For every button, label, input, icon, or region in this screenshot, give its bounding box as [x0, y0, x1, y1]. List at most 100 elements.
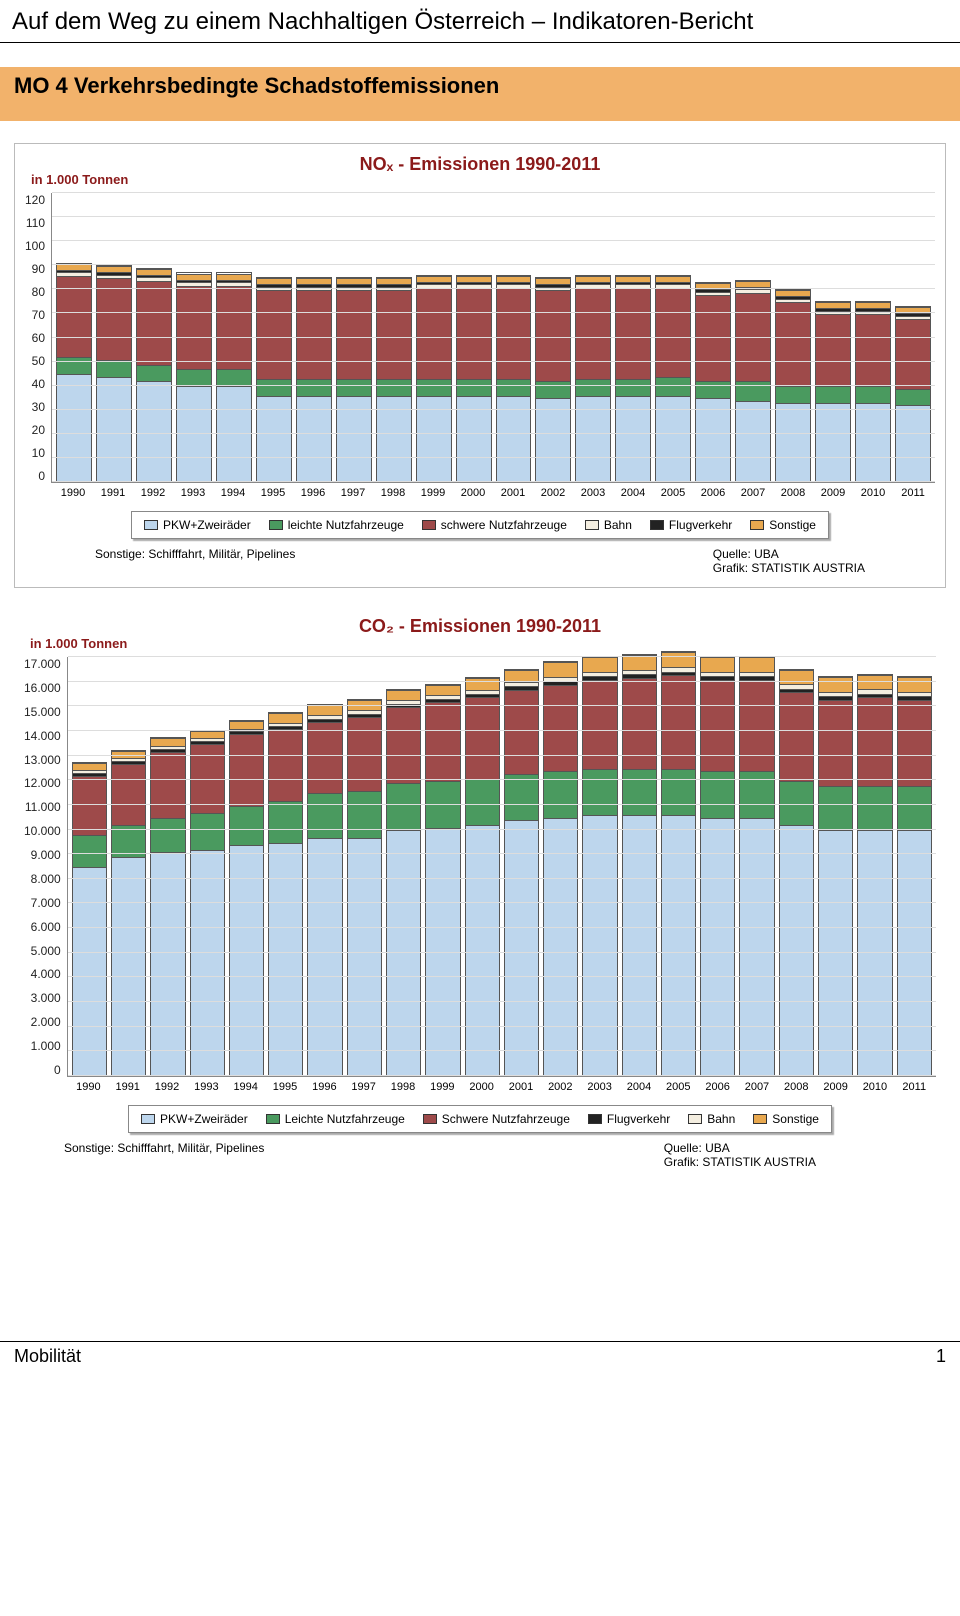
bar [496, 275, 532, 482]
segment-schwere [73, 776, 106, 835]
segment-schwere [257, 290, 291, 379]
bar [735, 280, 771, 482]
y-tick: 13.000 [24, 753, 61, 767]
y-tick: 14.000 [24, 729, 61, 743]
segment-sonstige [426, 685, 459, 695]
segment-leichte [217, 369, 251, 386]
segment-sonstige [740, 657, 773, 672]
legend-swatch [422, 520, 436, 530]
segment-leichte [616, 379, 650, 396]
nox-source-1: Quelle: UBA [713, 547, 865, 561]
bar [268, 712, 303, 1076]
segment-schwere [230, 734, 263, 805]
bar [336, 277, 372, 482]
segment-schwere [858, 697, 891, 786]
segment-schwere [387, 707, 420, 783]
segment-pkw [701, 818, 734, 1076]
segment-sonstige [73, 763, 106, 770]
x-tick: 2011 [897, 1081, 932, 1093]
bar [895, 306, 931, 482]
nox-source-2: Grafik: STATISTIK AUSTRIA [713, 561, 865, 575]
co2-chart-title: CO₂ - Emissionen 1990-2011 [24, 616, 936, 637]
segment-sonstige [230, 721, 263, 728]
x-tick: 2006 [695, 487, 731, 499]
segment-schwere [97, 278, 131, 360]
bar [575, 275, 611, 482]
bar [815, 301, 851, 482]
nox-source: Quelle: UBA Grafik: STATISTIK AUSTRIA [713, 547, 865, 575]
segment-pkw [191, 850, 224, 1076]
nox-x-axis: 1990199119921993199419951996199719981999… [51, 483, 935, 499]
segment-pkw [896, 405, 930, 482]
segment-schwere [740, 680, 773, 771]
x-tick: 2004 [615, 487, 651, 499]
legend-swatch [269, 520, 283, 530]
segment-sonstige [780, 670, 813, 685]
segment-pkw [776, 403, 810, 482]
nox-chart-title: NOₓ - Emissionen 1990-2011 [15, 154, 945, 175]
y-tick: 4.000 [31, 967, 61, 981]
segment-pkw [466, 825, 499, 1076]
segment-pkw [856, 403, 890, 482]
legend-item-pkw: PKW+Zweiräder [144, 518, 251, 532]
bar [818, 676, 853, 1076]
x-tick: 1995 [267, 1081, 302, 1093]
x-tick: 2008 [779, 1081, 814, 1093]
legend-swatch [588, 1114, 602, 1124]
x-tick: 1999 [425, 1081, 460, 1093]
legend-swatch [144, 520, 158, 530]
legend-swatch [753, 1114, 767, 1124]
segment-schwere [177, 286, 211, 370]
x-tick: 2000 [464, 1081, 499, 1093]
y-tick: 11.000 [25, 800, 61, 814]
segment-schwere [269, 729, 302, 800]
bar [855, 301, 891, 482]
x-tick: 1997 [346, 1081, 381, 1093]
x-tick: 1991 [110, 1081, 145, 1093]
nox-y-axis: 1201101009080706050403020100 [25, 193, 51, 483]
segment-pkw [780, 825, 813, 1076]
segment-schwere [701, 680, 734, 771]
bar [661, 651, 696, 1076]
segment-sonstige [701, 657, 734, 672]
segment-schwere [616, 288, 650, 379]
legend-swatch [650, 520, 664, 530]
segment-schwere [217, 286, 251, 370]
segment-leichte [387, 783, 420, 830]
segment-leichte [417, 379, 451, 396]
segment-leichte [623, 769, 656, 816]
legend-label: Bahn [604, 518, 632, 532]
bar [296, 277, 332, 482]
y-tick: 0 [38, 469, 45, 483]
segment-leichte [348, 791, 381, 838]
x-tick: 2003 [575, 487, 611, 499]
y-tick: 9.000 [31, 848, 61, 862]
x-tick: 1999 [415, 487, 451, 499]
x-tick: 2004 [621, 1081, 656, 1093]
segment-schwere [896, 319, 930, 388]
segment-leichte [269, 801, 302, 843]
y-tick: 2.000 [31, 1015, 61, 1029]
bar [307, 704, 342, 1076]
legend-item-sonstige: Sonstige [750, 518, 816, 532]
segment-schwere [819, 700, 852, 786]
x-tick: 2007 [739, 1081, 774, 1093]
segment-leichte [497, 379, 531, 396]
y-tick: 16.000 [24, 681, 61, 695]
bar [111, 750, 146, 1076]
segment-schwere [337, 290, 371, 379]
bar [465, 677, 500, 1076]
co2-y-axis: 17.00016.00015.00014.00013.00012.00011.0… [24, 657, 67, 1077]
x-tick: 1992 [135, 487, 171, 499]
x-tick: 2005 [655, 487, 691, 499]
legend-label: Flugverkehr [669, 518, 732, 532]
x-tick: 1998 [385, 1081, 420, 1093]
section-banner-text: MO 4 Verkehrsbedingte Schadstoffemission… [14, 73, 499, 99]
segment-pkw [544, 818, 577, 1076]
segment-sonstige [583, 657, 616, 672]
co2-source-2: Grafik: STATISTIK AUSTRIA [664, 1155, 816, 1169]
legend-swatch [266, 1114, 280, 1124]
segment-schwere [497, 288, 531, 379]
segment-sonstige [544, 662, 577, 677]
x-tick: 2001 [495, 487, 531, 499]
